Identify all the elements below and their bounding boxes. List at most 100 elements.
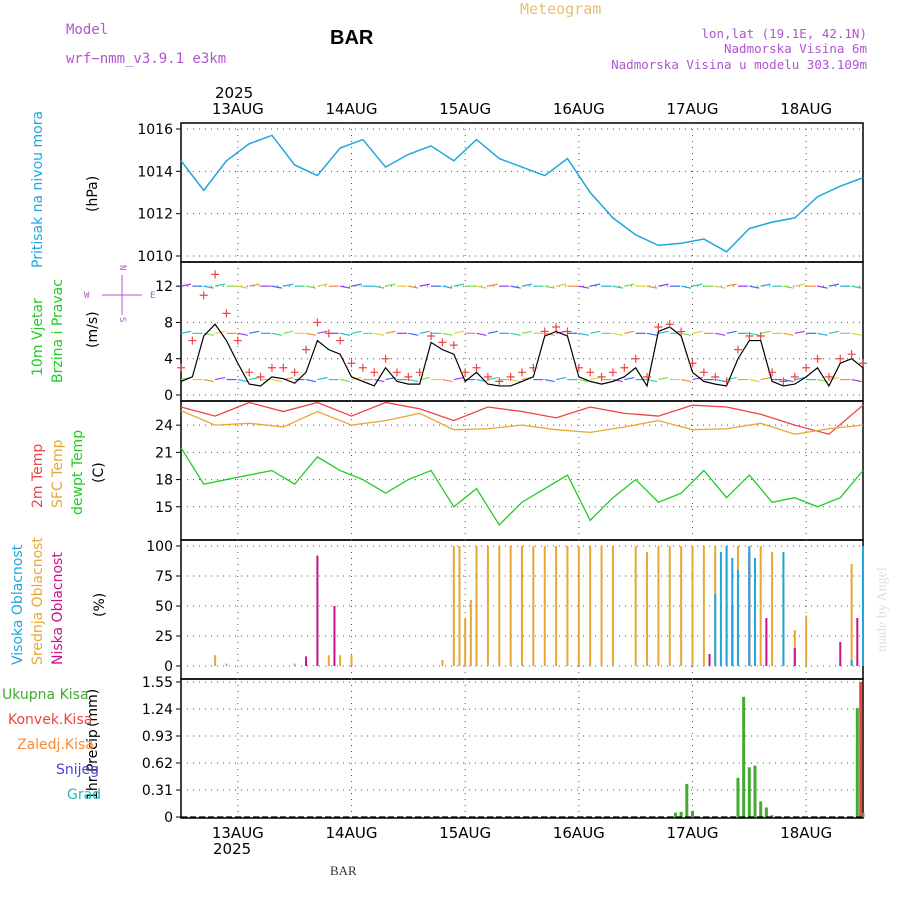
wind-barb <box>851 378 862 383</box>
cloud-mid-bar <box>225 663 228 666</box>
wind-gust-marker <box>631 354 640 363</box>
precip-total-bar <box>759 801 763 817</box>
wind-barb <box>340 285 351 289</box>
wind-gust-marker <box>472 363 481 372</box>
wind-barb <box>476 285 487 289</box>
cloud-high-bar <box>725 546 728 666</box>
cloud-mid-label: Srednja Oblacnost <box>30 537 46 665</box>
wind-barb <box>283 283 294 287</box>
wind-barb <box>555 283 567 287</box>
wind-barb <box>521 330 533 334</box>
wind-barb <box>351 330 362 334</box>
wind-barb <box>317 376 328 381</box>
cloud-high-bar <box>850 660 853 666</box>
wind-barb <box>544 285 555 289</box>
wind-barb <box>317 330 328 334</box>
wind-barb <box>828 330 840 334</box>
precip-total-bar <box>764 807 768 817</box>
coordinates: lon,lat (19.1E, 42.1N) <box>701 26 867 41</box>
cloud-units: (%) <box>92 593 108 617</box>
cloud-low-label: Niska Oblacnost <box>50 552 66 665</box>
y-tick-label: 8 <box>164 315 173 331</box>
wind-barb <box>749 332 760 336</box>
y-tick-label: 75 <box>155 569 173 585</box>
precip-label: 1hr Precip <box>85 729 101 800</box>
y-tick-label: 0.93 <box>142 729 173 745</box>
wind-barb <box>214 376 226 381</box>
wind-barb <box>726 376 737 381</box>
precip-total-bar <box>736 777 740 817</box>
wind-barb <box>749 285 760 289</box>
wind-gust-marker <box>381 354 390 363</box>
wind-barb <box>340 332 351 336</box>
cloud-mid-bar <box>452 546 455 666</box>
wind-barb <box>453 376 464 381</box>
model-elevation: Nadmorska Visina u modelu 303.109m <box>611 57 867 72</box>
wind-gust-marker <box>813 354 822 363</box>
wind-barb <box>612 332 624 336</box>
wind-gust-marker <box>529 363 538 372</box>
model-name: wrf−nmm_v3.9.1 e3km <box>66 51 226 67</box>
cloud-mid-bar <box>850 564 853 666</box>
cloud-mid-bar <box>646 552 649 666</box>
y-tick-label: 1.24 <box>142 702 173 718</box>
wind-gust-marker <box>506 372 515 381</box>
wind-label-1: 10m Vjetar <box>30 298 46 376</box>
cloud-high-label: Visoka Oblacnost <box>10 544 26 665</box>
y-tick-label: 0.31 <box>142 783 173 799</box>
wind-gust-marker <box>302 345 311 354</box>
precip-units: (mm) <box>85 689 101 727</box>
wind-barb <box>374 378 385 383</box>
wind-label-2: Brzina i Pravac <box>50 279 66 383</box>
legend-total: Ukupna Kisa <box>2 687 89 703</box>
cloud-mid-bar <box>555 546 558 666</box>
wind-barb <box>385 330 396 334</box>
wind-barb <box>783 285 794 289</box>
cloud-mid-bar <box>680 546 683 666</box>
wind-barb <box>760 330 771 334</box>
wind-barb <box>851 285 862 289</box>
wind-barb <box>305 285 317 289</box>
wind-barb <box>578 332 589 336</box>
cloud-high-bar <box>719 552 722 666</box>
wind-gust-marker <box>722 377 731 386</box>
cloud-high-bar <box>748 546 751 666</box>
wind-barb <box>180 330 192 334</box>
cloud-high-bar <box>714 594 717 666</box>
wind-panel <box>180 261 864 402</box>
wind-barb <box>715 332 726 336</box>
y-tick-label: 0 <box>164 659 173 675</box>
wind-gust-marker <box>563 327 572 336</box>
wind-barb <box>351 283 362 287</box>
wind-barb <box>249 283 260 287</box>
cloud-low-bar <box>708 654 711 666</box>
wind-barb <box>203 285 214 289</box>
y-tick-label: 1012 <box>137 207 173 223</box>
wind-barb <box>692 376 703 381</box>
cloud-mid-bar <box>441 660 444 666</box>
wind-barb <box>612 285 624 289</box>
wind-barb <box>692 283 703 287</box>
cloud-low-bar <box>839 642 842 666</box>
wind-gust-marker <box>427 332 436 341</box>
y-tick-label: 24 <box>155 418 173 434</box>
wind-barb <box>760 283 771 287</box>
compass-s: S <box>117 317 127 322</box>
wind-barb <box>305 378 317 383</box>
bottom-day-label: 15AUG <box>439 824 491 842</box>
wind-barb <box>453 283 464 287</box>
precip-total-bar <box>770 815 774 817</box>
cloud-low-bar <box>765 618 768 666</box>
wind-barb <box>681 378 692 383</box>
wind-barb <box>624 376 635 381</box>
wind-gust-marker <box>847 350 856 359</box>
cloud-mid-bar <box>611 546 614 666</box>
wind-barb <box>374 285 385 289</box>
cloud-high-bar <box>736 570 739 666</box>
compass-n: N <box>117 265 127 270</box>
wind-barb <box>487 330 499 334</box>
cloud-mid-bar <box>532 546 535 666</box>
dewpoint-label: dewpt Temp <box>70 430 86 515</box>
cloud-mid-bar <box>759 546 762 666</box>
cloud-mid-bar <box>350 655 353 666</box>
